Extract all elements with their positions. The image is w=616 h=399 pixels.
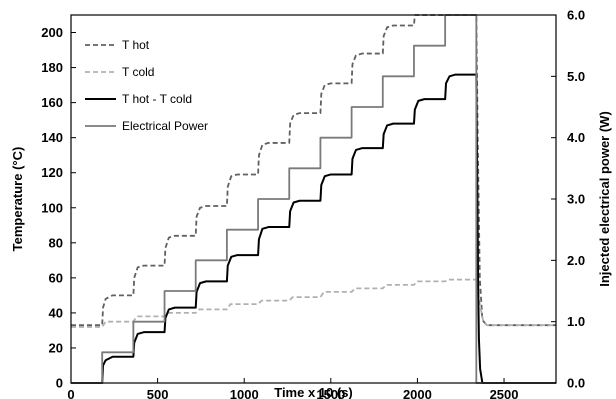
y2-tick-label-6: 6.0: [567, 8, 585, 23]
legend-label-0: T hot: [122, 38, 150, 52]
x-axis-title: Time x 10 (s): [274, 385, 353, 399]
y-tick-label-1: 20: [49, 340, 63, 355]
series-line-2: [71, 73, 556, 384]
x-tick-label-5: 2500: [490, 387, 519, 399]
y-tick-label-9: 180: [41, 60, 63, 75]
series-layer: [71, 14, 556, 384]
y2-tick-label-4: 4.0: [567, 130, 585, 145]
y-tick-label-4: 80: [49, 235, 63, 250]
legend-label-1: T cold: [122, 65, 154, 79]
x-tick-label-2: 1000: [230, 387, 259, 399]
series-line-1: [71, 278, 556, 328]
legend-label-3: Electrical Power: [122, 119, 208, 133]
y-axis-title-right: Injected electrical power (W): [597, 111, 612, 287]
x-tick-label-3: 1500: [316, 387, 345, 399]
y2-tick-label-3: 3.0: [567, 192, 585, 207]
legend-label-2: T hot - T cold: [122, 92, 192, 106]
y-tick-label-5: 100: [41, 200, 63, 215]
y-tick-label-0: 0: [56, 376, 63, 391]
y-tick-label-2: 40: [49, 305, 63, 320]
y2-tick-label-5: 5.0: [567, 69, 585, 84]
y-tick-label-6: 120: [41, 165, 63, 180]
y-tick-label-7: 140: [41, 130, 63, 145]
y-tick-label-10: 200: [41, 25, 63, 40]
x-tick-label-4: 2000: [403, 387, 432, 399]
axes-layer: 0 500 1000 1500 2000 2500 0 20 40 60 80 100 120 140 16…: [41, 8, 585, 399]
y2-tick-label-2: 2.0: [567, 253, 585, 268]
series-line-0: [71, 14, 556, 327]
x-tick-label-1: 500: [147, 387, 169, 399]
y-tick-label-8: 160: [41, 95, 63, 110]
x-tick-label-0: 0: [67, 387, 74, 399]
legend: T hot T cold T hot - T cold Electrical Powe…: [85, 38, 208, 133]
series-line-3: [71, 14, 556, 384]
y2-tick-label-0: 0.0: [567, 376, 585, 391]
y-tick-label-3: 60: [49, 270, 63, 285]
y2-tick-label-1: 1.0: [567, 314, 585, 329]
y-axis-title-left: Temperature (°C): [10, 147, 25, 252]
